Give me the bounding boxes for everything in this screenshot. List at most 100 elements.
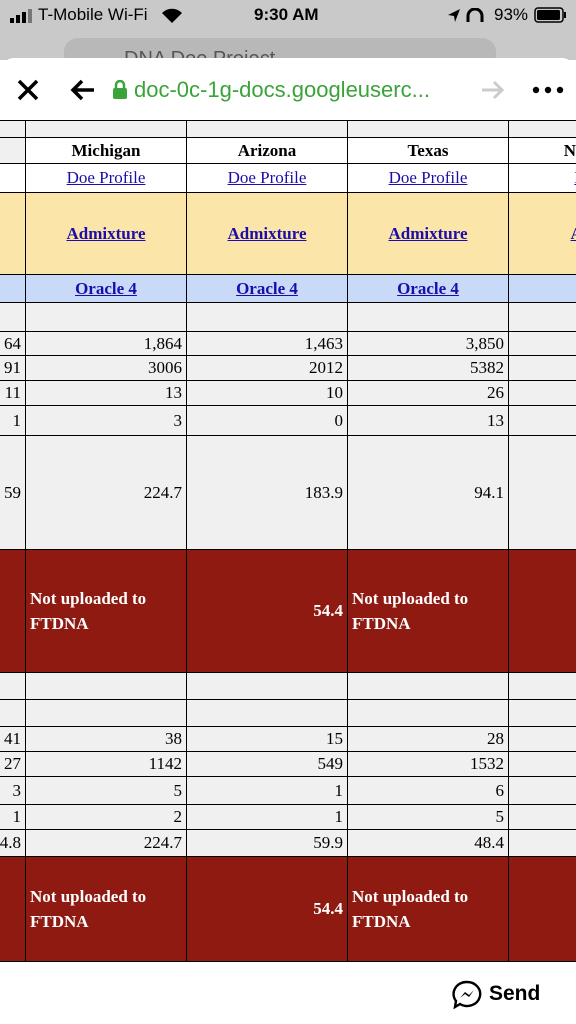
send-button[interactable]: Send <box>489 982 541 1005</box>
table-cell: 6 <box>347 776 509 805</box>
table-cell <box>347 302 509 332</box>
table-cell[interactable]: Doe Profile <box>186 163 348 193</box>
cell-text: 28 <box>487 729 504 748</box>
table-cell <box>508 856 576 962</box>
table-cell <box>508 355 576 381</box>
cell-text: 94.1 <box>474 482 504 502</box>
cell-text: Texas <box>407 140 449 160</box>
cell-text: 13 <box>487 410 504 430</box>
table-cell[interactable] <box>0 163 26 193</box>
table-cell: 3,850 <box>347 331 509 356</box>
table-cell: 1 <box>186 776 348 805</box>
table-cell[interactable]: Admixture <box>186 192 348 275</box>
table-cell: 38 <box>25 726 187 752</box>
back-button[interactable] <box>70 78 96 102</box>
table-cell: 54.4 <box>186 856 348 962</box>
table-cell[interactable]: Or <box>508 274 576 303</box>
table-cell: 94.1 <box>347 435 509 550</box>
cell-text: 41 <box>4 729 21 748</box>
table-cell: Arizona <box>186 137 348 164</box>
table-cell[interactable]: Adm <box>508 192 576 275</box>
table-cell: 27 <box>0 751 26 777</box>
table-cell <box>508 405 576 436</box>
cell-text[interactable]: Admixture <box>227 223 307 243</box>
table-cell: 15 <box>186 726 348 752</box>
cell-text: Not uploaded to FTDNA <box>352 589 469 633</box>
menu-button[interactable] <box>532 86 564 94</box>
table-cell: 1 <box>186 804 348 830</box>
url[interactable]: doc-0c-1g-docs.googleuserc... <box>134 77 430 102</box>
cell-text[interactable]: Oracle 4 <box>236 278 298 298</box>
cell-text[interactable]: Doe Profile <box>388 168 468 187</box>
cell-text: 1 <box>12 410 22 430</box>
carrier: T-Mobile Wi-Fi <box>38 5 148 24</box>
cell-text: 91 <box>4 358 21 377</box>
table: Michigan Arizona Texas New H Doe Profile Doe … <box>0 120 576 962</box>
cell-text: 54.4 <box>313 601 343 620</box>
table-cell[interactable]: Doe Profile <box>347 163 509 193</box>
table-cell <box>347 699 509 727</box>
cell-text: 3 <box>12 780 22 800</box>
table-cell <box>508 726 576 752</box>
cell-text[interactable]: Doe Profile <box>227 168 307 187</box>
table-cell: 54.4 <box>186 549 348 673</box>
location-headphones-icon <box>448 8 484 22</box>
table-cell[interactable]: Doe Profile <box>25 163 187 193</box>
cell-text[interactable]: Doe <box>570 168 576 188</box>
table-cell: 224.7 <box>25 829 187 857</box>
table-cell: 1,864 <box>25 331 187 356</box>
cell-text: 4.8 <box>0 833 21 852</box>
cell-text: Not uploaded to FTDNA <box>30 887 147 931</box>
table-cell <box>186 672 348 700</box>
table-cell <box>508 699 576 727</box>
table-cell <box>508 672 576 700</box>
cell-text[interactable]: Oracle 4 <box>75 278 137 298</box>
table-cell[interactable]: Admixture <box>25 192 187 275</box>
table-cell: 1,463 <box>186 331 348 356</box>
cell-text[interactable]: Doe Profile <box>66 168 146 187</box>
table-cell: Not uploaded to FTDNA <box>25 856 187 962</box>
cell-text: 10 <box>326 383 343 402</box>
cell-text[interactable]: Adm <box>567 224 576 244</box>
table-cell: 3 <box>25 405 187 436</box>
table-cell[interactable]: Doe <box>508 163 576 193</box>
table-cell <box>186 302 348 332</box>
table-cell: Texas <box>347 137 509 164</box>
cell-text[interactable]: Admixture <box>66 223 146 243</box>
table-cell[interactable] <box>0 274 26 303</box>
table-cell <box>25 699 187 727</box>
table-cell[interactable]: Oracle 4 <box>186 274 348 303</box>
table-cell: 224.7 <box>25 435 187 550</box>
cell-text: 1532 <box>470 754 504 773</box>
table-cell: 10 <box>186 380 348 406</box>
cell-text: 27 <box>4 754 21 773</box>
time: 9:30 AM <box>254 5 319 24</box>
table-cell[interactable]: Admixture <box>347 192 509 275</box>
browser-toolbar: doc-0c-1g-docs.googleuserc... <box>0 58 576 120</box>
table-cell: 2 <box>25 804 187 830</box>
cell-text: 1 <box>12 807 22 826</box>
cell-text[interactable]: Oracle 4 <box>397 278 459 298</box>
forward-button[interactable] <box>480 80 506 100</box>
cell-text: 3,850 <box>465 333 504 353</box>
close-button[interactable] <box>16 78 40 102</box>
table-cell <box>508 776 576 805</box>
cell-text: 5 <box>173 780 183 800</box>
table-cell <box>0 549 26 673</box>
table-cell: 2012 <box>186 355 348 381</box>
cell-text: 5 <box>495 807 505 826</box>
cell-text: Arizona <box>237 140 297 160</box>
table-cell: 91 <box>0 355 26 381</box>
cell-text: Not uploaded to FTDNA <box>352 887 469 931</box>
table-cell[interactable]: Oracle 4 <box>347 274 509 303</box>
table-cell <box>347 672 509 700</box>
table-cell: 1142 <box>25 751 187 777</box>
table-cell <box>508 435 576 550</box>
cell-text: 64 <box>4 333 21 353</box>
cell-text: 224.7 <box>143 833 182 852</box>
lock-icon <box>113 80 127 99</box>
cell-text: 54.4 <box>313 899 343 918</box>
cell-text[interactable]: Admixture <box>388 223 468 243</box>
table-cell[interactable] <box>0 192 26 275</box>
table-cell[interactable]: Oracle 4 <box>25 274 187 303</box>
